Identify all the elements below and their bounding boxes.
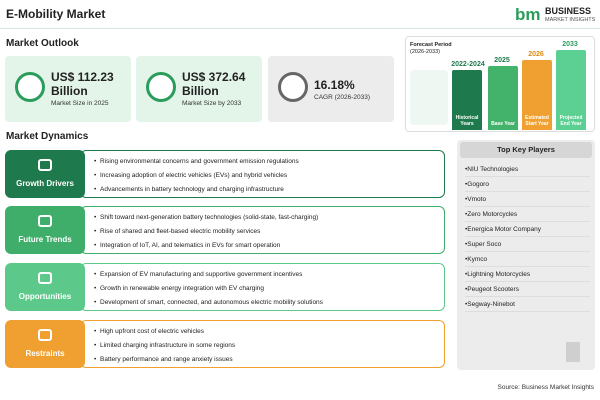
card-label: CAGR (2026-2033) bbox=[314, 94, 370, 101]
timeline-bar: Historical Years bbox=[452, 70, 482, 130]
logo-mark: bm bbox=[515, 5, 541, 24]
group-icon bbox=[38, 215, 52, 227]
source: Source: Business Market Insights bbox=[497, 384, 594, 391]
bar-year: 2026 bbox=[528, 51, 544, 58]
bullet-item: Development of smart, connected, and aut… bbox=[94, 299, 323, 306]
group-icon bbox=[38, 272, 52, 284]
player: NIU Technologies bbox=[465, 163, 590, 177]
bullet-item: Limited charging infrastructure in some … bbox=[94, 342, 235, 349]
section-title: Market Dynamics bbox=[6, 131, 89, 142]
bar-label: Projected End Year bbox=[559, 115, 583, 127]
timeline-bar: Projected End Year bbox=[556, 50, 586, 130]
bullet-item: Growth in renewable energy integration w… bbox=[94, 285, 264, 292]
bullet-item: Integration of IoT, AI, and telematics i… bbox=[94, 242, 280, 249]
timeline-bar: Base Year bbox=[488, 66, 518, 130]
card-label: Market Size by 2033 bbox=[182, 100, 242, 107]
group-icon bbox=[38, 329, 52, 341]
logo-name: BUSINESS bbox=[545, 6, 592, 16]
group-name: Opportunities bbox=[18, 292, 72, 301]
illustration bbox=[410, 70, 448, 125]
card-icon bbox=[146, 72, 176, 102]
timeline-bar: Estimated Start Year bbox=[522, 60, 552, 130]
card-unit: Billion bbox=[51, 84, 88, 98]
timeline-title: Forecast Period bbox=[410, 42, 452, 48]
group-label: Future Trends bbox=[5, 206, 85, 254]
bullet-item: Increasing adoption of electric vehicles… bbox=[94, 172, 287, 179]
logo-sub: MARKET INSIGHTS bbox=[545, 17, 596, 23]
player: Kymco bbox=[465, 253, 590, 267]
group-icon bbox=[38, 159, 52, 171]
player: Vmoto bbox=[465, 193, 590, 207]
card-unit: Billion bbox=[182, 84, 219, 98]
player: Zero Motorcycles bbox=[465, 208, 590, 222]
group-name: Future Trends bbox=[18, 235, 72, 244]
bullet-item: Shift toward next-generation battery tec… bbox=[94, 214, 318, 221]
card-icon bbox=[278, 72, 308, 102]
title: E-Mobility Market bbox=[6, 7, 106, 21]
bar-label: Estimated Start Year bbox=[525, 115, 549, 127]
bullet-item: High upfront cost of electric vehicles bbox=[94, 328, 204, 335]
bar-label: Base Year bbox=[491, 121, 515, 127]
timeline-panel bbox=[405, 36, 595, 132]
bullet-item: Rising environmental concerns and govern… bbox=[94, 158, 299, 165]
player: Peugeot Scooters bbox=[465, 283, 590, 297]
player: Super Soco bbox=[465, 238, 590, 252]
building-icon bbox=[566, 342, 580, 362]
bar-year: 2025 bbox=[494, 57, 510, 64]
bullet-item: Battery performance and range anxiety is… bbox=[94, 356, 233, 363]
group-name: Growth Drivers bbox=[16, 179, 74, 188]
card-label: Market Size in 2025 bbox=[51, 100, 109, 107]
group-label: Restraints bbox=[5, 320, 85, 368]
header-rule bbox=[0, 28, 600, 29]
bullet-item: Rise of shared and fleet-based electric … bbox=[94, 228, 260, 235]
players-title: Top Key Players bbox=[460, 142, 592, 158]
player: Energica Motor Company bbox=[465, 223, 590, 237]
player: Gogoro bbox=[465, 178, 590, 192]
bar-label: Historical Years bbox=[455, 115, 479, 127]
player: Segway-Ninebot bbox=[465, 298, 590, 312]
bar-year: 2033 bbox=[562, 41, 578, 48]
timeline-subtitle: (2026-2033) bbox=[410, 49, 440, 55]
card-value: US$ 372.64 bbox=[182, 70, 246, 84]
bar-year: 2022-2024 bbox=[451, 61, 485, 68]
group-label: Growth Drivers bbox=[5, 150, 85, 198]
card-value: 16.18% bbox=[314, 78, 355, 92]
group-label: Opportunities bbox=[5, 263, 85, 311]
card-icon bbox=[15, 72, 45, 102]
bullet-item: Advancements in battery technology and c… bbox=[94, 186, 284, 193]
section-title: Market Outlook bbox=[6, 38, 79, 49]
player: Lightning Motorcycles bbox=[465, 268, 590, 282]
card-value: US$ 112.23 bbox=[51, 70, 114, 84]
bullet-item: Expansion of EV manufacturing and suppor… bbox=[94, 271, 302, 278]
group-name: Restraints bbox=[25, 349, 65, 358]
